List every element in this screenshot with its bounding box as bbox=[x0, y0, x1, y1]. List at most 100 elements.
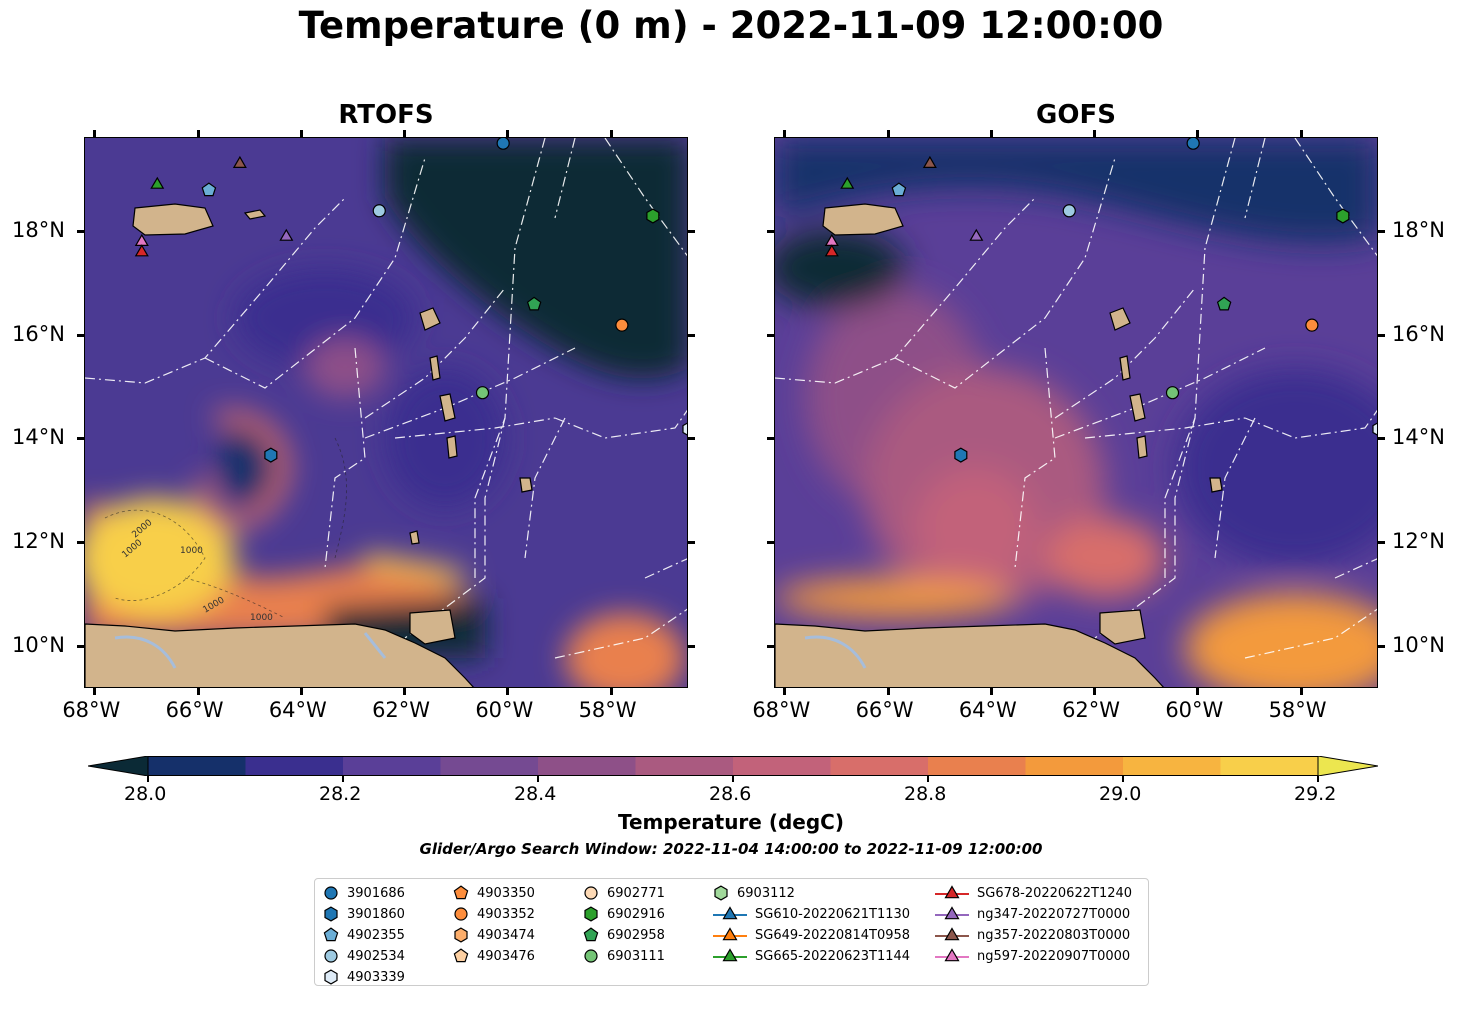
colorbar-cell bbox=[733, 756, 831, 776]
lon-tick bbox=[1299, 130, 1303, 137]
marker-3901860 bbox=[954, 447, 968, 463]
legend-label: 4902355 bbox=[347, 927, 405, 943]
lon-tick bbox=[1196, 130, 1200, 137]
lat-tick-label: 14°N bbox=[12, 425, 65, 450]
legend-marker bbox=[324, 906, 338, 922]
legend-swatch bbox=[935, 906, 969, 920]
legend-marker bbox=[324, 969, 338, 985]
virgin-islands bbox=[243, 209, 267, 220]
lon-tick bbox=[196, 130, 200, 137]
colorbar-cell bbox=[928, 756, 1026, 776]
legend-label: 3901686 bbox=[347, 885, 405, 901]
cool-se bbox=[1175, 368, 1377, 568]
marker-4903352 bbox=[1305, 318, 1319, 332]
legend-item: 4902534 bbox=[323, 946, 405, 966]
lat-tick bbox=[1378, 645, 1385, 649]
eddy-ring bbox=[196, 409, 291, 530]
legend-swatch bbox=[584, 886, 598, 900]
marker-ng347-20220727T0000 bbox=[279, 228, 294, 241]
legend-marker bbox=[944, 906, 960, 920]
legend-label: 4903352 bbox=[477, 906, 535, 922]
lat-tick-label: 10°N bbox=[12, 633, 65, 658]
lat-tick bbox=[767, 541, 774, 545]
legend-label: 4902534 bbox=[347, 948, 405, 964]
lat-tick bbox=[688, 645, 695, 649]
legend-label: SG665-20220623T1144 bbox=[755, 948, 911, 964]
colorbar-tick bbox=[732, 776, 734, 782]
figure-title: Temperature (0 m) - 2022-11-09 12:00:00 bbox=[298, 4, 1164, 47]
martinique bbox=[439, 393, 456, 422]
legend-label: SG649-20220814T0958 bbox=[755, 927, 911, 943]
guadeloupe bbox=[1109, 307, 1131, 331]
colorbar-cell bbox=[1123, 756, 1221, 776]
colorbar-cell bbox=[343, 756, 441, 776]
lon-tick-label: 58°W bbox=[1268, 698, 1327, 722]
rtofs-map[interactable]: 1000 2000 1000 1000 1000 bbox=[84, 137, 688, 688]
legend-item: 3901860 bbox=[323, 904, 405, 924]
legend-item: SG665-20220623T1144 bbox=[713, 946, 910, 966]
lat-tick bbox=[767, 229, 774, 233]
lon-tick bbox=[783, 688, 787, 695]
colorbar-cell bbox=[538, 756, 636, 776]
colorbar-tick bbox=[342, 776, 344, 782]
gofs-markers bbox=[824, 138, 1377, 463]
legend-item: SG649-20220814T0958 bbox=[713, 925, 910, 945]
rivers bbox=[114, 632, 387, 669]
legend-marker bbox=[944, 885, 960, 899]
lon-tick-label: 64°W bbox=[958, 698, 1017, 722]
guadeloupe bbox=[419, 307, 441, 331]
legend-marker bbox=[453, 885, 469, 900]
lon-tick-label: 66°W bbox=[165, 698, 224, 722]
warm-coast bbox=[775, 578, 1015, 618]
legend-swatch bbox=[714, 885, 728, 901]
colorbar-tick-label: 28.0 bbox=[124, 783, 167, 805]
legend-item: ng357-20220803T0000 bbox=[935, 925, 1130, 945]
warm-spot bbox=[915, 468, 1035, 588]
legend-item: 6902916 bbox=[583, 904, 665, 924]
legend-swatch bbox=[324, 949, 338, 963]
st-lucia bbox=[446, 435, 458, 459]
marker-SG678-20220622T1240 bbox=[134, 244, 149, 257]
colorbar-cell bbox=[635, 756, 734, 776]
lon-tick-label: 68°W bbox=[62, 698, 121, 722]
warm-trinidad bbox=[1045, 518, 1165, 598]
panel-title-rtofs: RTOFS bbox=[338, 100, 434, 130]
lat-tick bbox=[688, 437, 695, 441]
colorbar-tick-label: 29.0 bbox=[1099, 783, 1142, 805]
legend-swatch bbox=[935, 927, 969, 941]
legend-label: 6902771 bbox=[607, 885, 665, 901]
marker-4903352 bbox=[615, 318, 629, 332]
legend-marker bbox=[584, 906, 598, 922]
colorbar-cell bbox=[440, 756, 539, 776]
lat-tick-label: 10°N bbox=[1392, 633, 1445, 658]
marker-4902534 bbox=[1062, 204, 1076, 218]
lon-tick bbox=[1093, 130, 1097, 137]
lat-tick-label: 16°N bbox=[1392, 321, 1445, 346]
legend-label: 4903476 bbox=[477, 948, 535, 964]
legend-marker bbox=[584, 949, 598, 963]
marker-ng347-20220727T0000 bbox=[969, 228, 984, 241]
colorbar-frame bbox=[147, 756, 1319, 776]
legend-item: SG610-20220621T1130 bbox=[713, 904, 910, 924]
colorbar-cell bbox=[830, 756, 929, 776]
south-america bbox=[775, 623, 1164, 687]
colorbar-cell bbox=[1025, 756, 1124, 776]
gofs-map[interactable] bbox=[774, 137, 1378, 688]
colorbar-tick bbox=[1122, 776, 1124, 782]
lon-tick bbox=[1196, 688, 1200, 695]
marker-SG678-20220622T1240 bbox=[824, 244, 839, 257]
grenada bbox=[409, 530, 420, 545]
legend-marker bbox=[944, 927, 960, 941]
legend-swatch bbox=[713, 906, 747, 920]
lon-tick bbox=[609, 130, 613, 137]
legend-label: 6902958 bbox=[607, 927, 665, 943]
legend-swatch bbox=[453, 948, 469, 963]
colorbar-title: Temperature (degC) bbox=[618, 810, 844, 834]
bathymetry-contours bbox=[104, 437, 347, 619]
lat-tick bbox=[688, 333, 695, 337]
puerto-rico bbox=[822, 203, 904, 236]
legend-marker bbox=[454, 907, 468, 921]
lat-tick-label: 12°N bbox=[1392, 529, 1445, 554]
colorbar-tick bbox=[147, 776, 149, 782]
marker-4902355 bbox=[201, 182, 217, 197]
